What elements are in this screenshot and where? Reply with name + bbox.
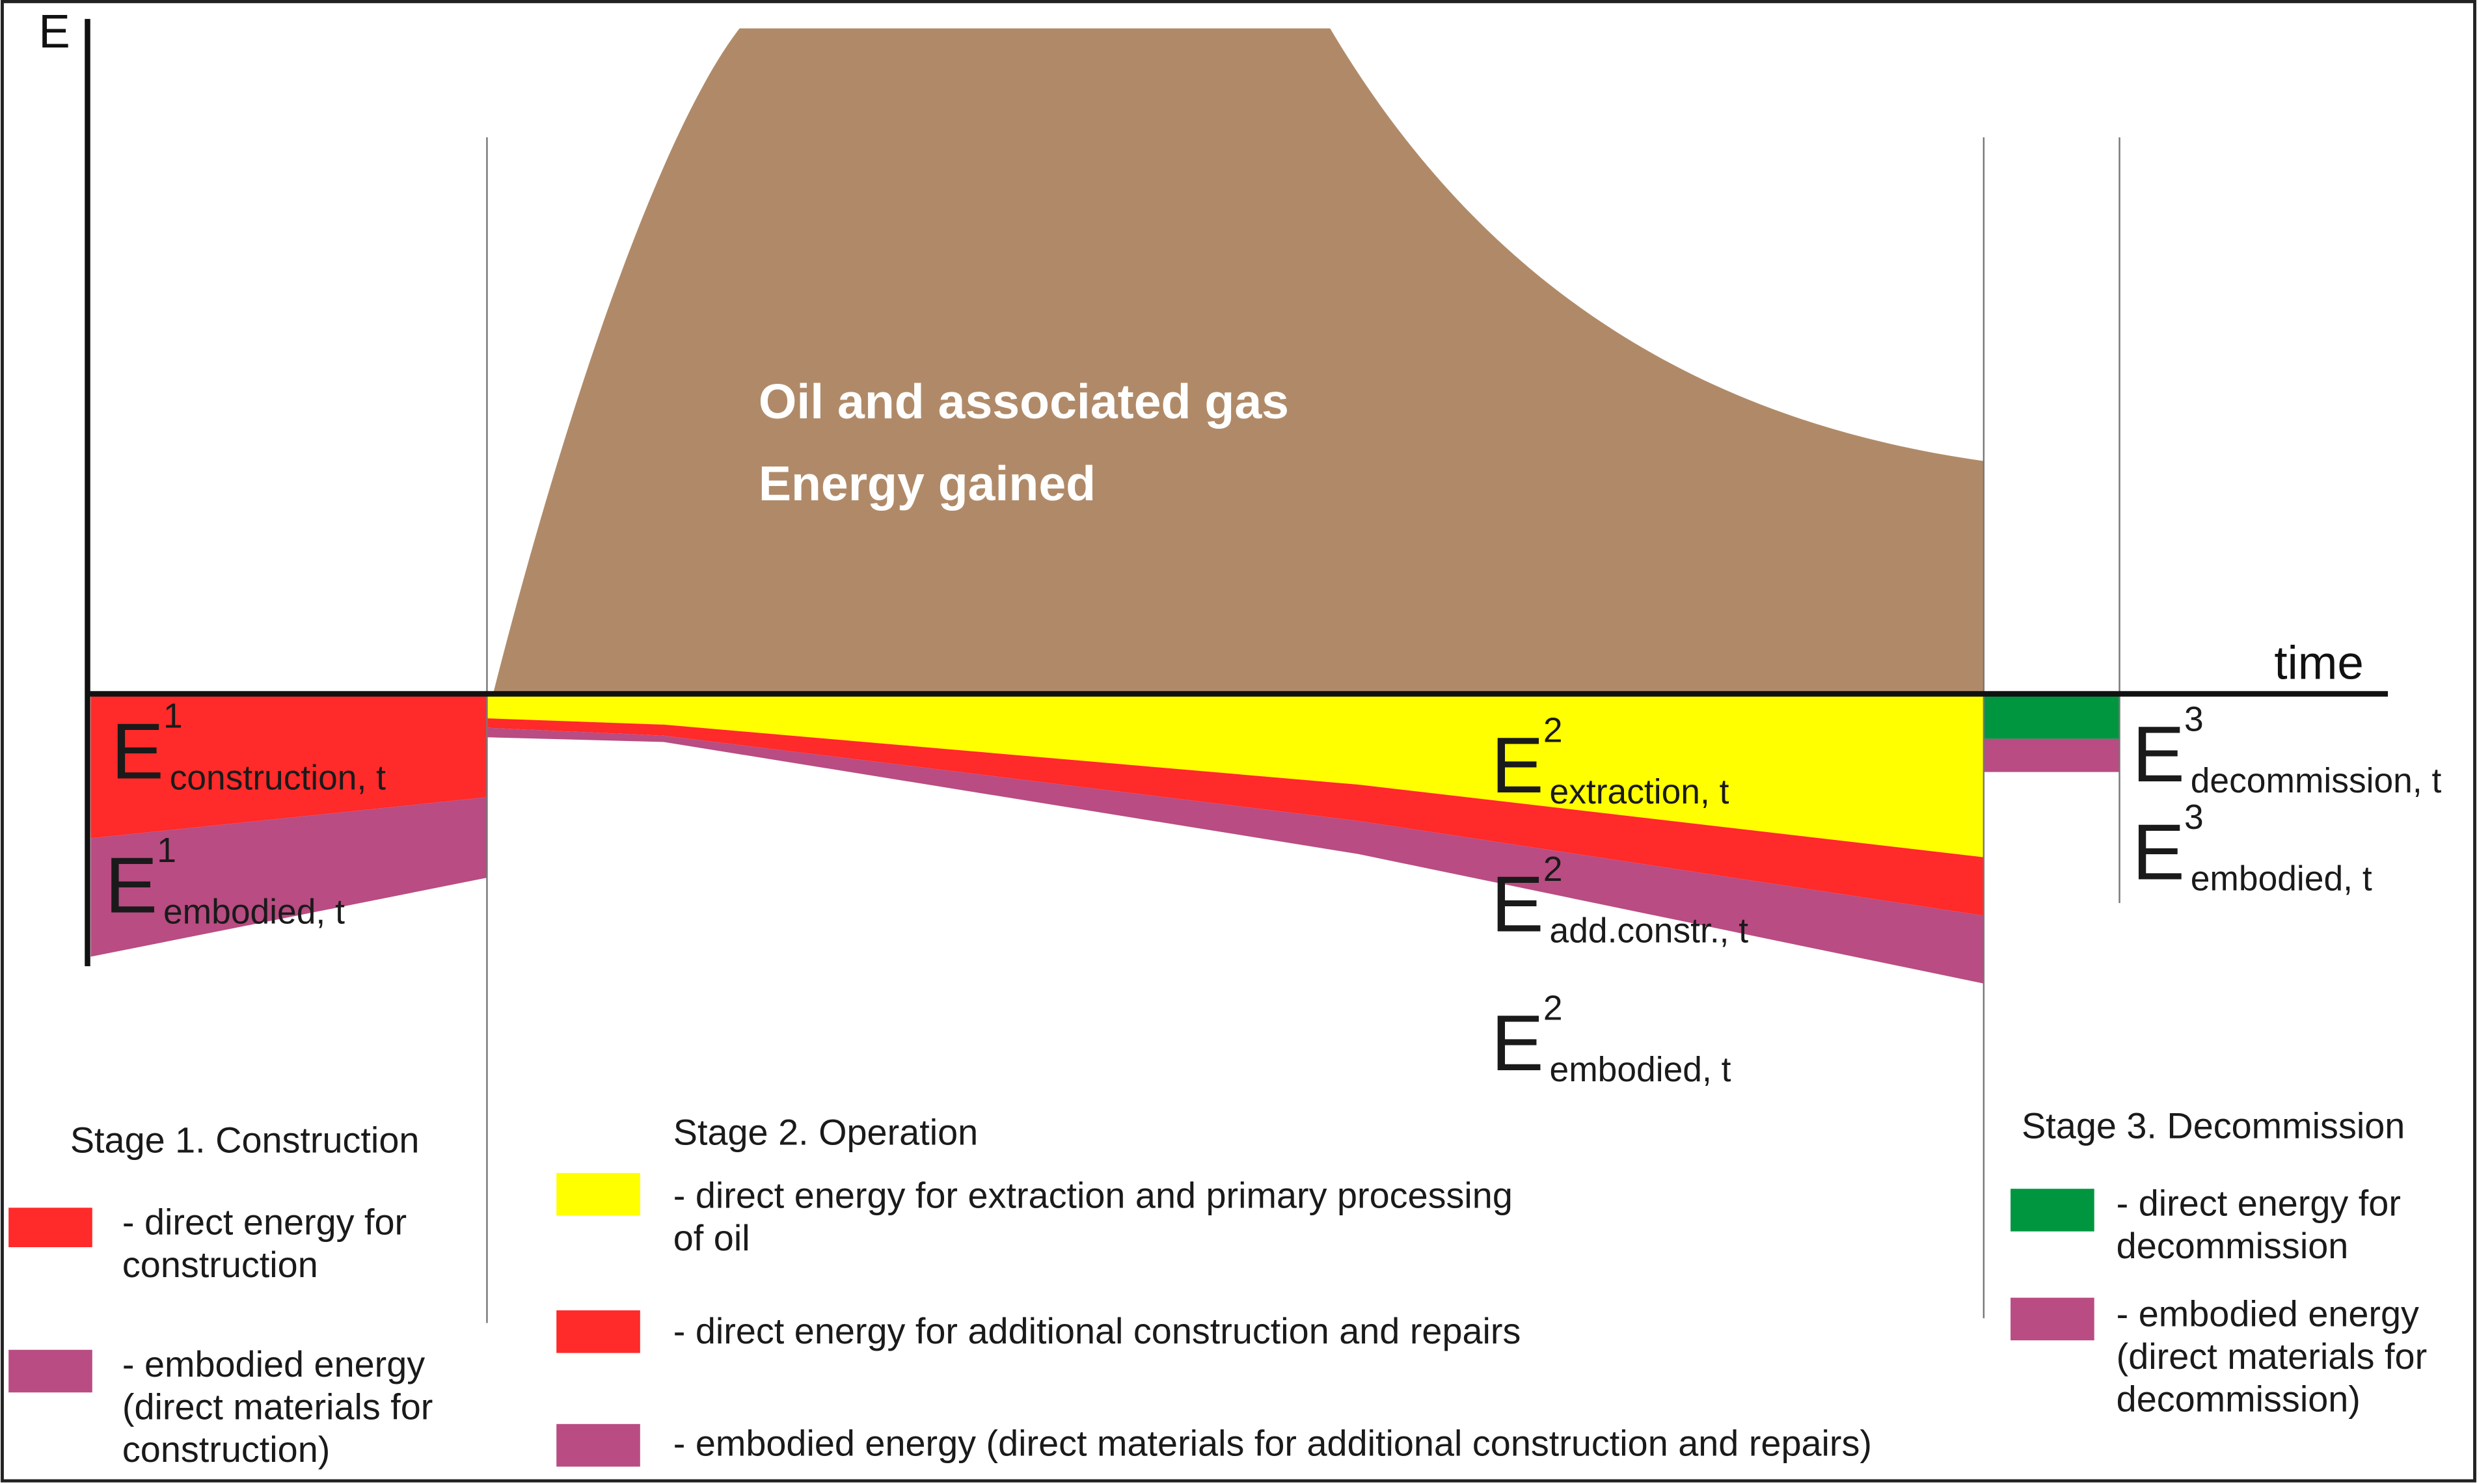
legend-text: - direct energy for <box>122 1202 407 1243</box>
legend-swatch <box>556 1423 640 1467</box>
symbol: E <box>2132 710 2185 798</box>
energy-label: E3 embodied, t <box>2132 798 2372 898</box>
symbol: E <box>1491 860 1544 949</box>
legend-text: of oil <box>673 1217 750 1258</box>
subscript: embodied, t <box>163 893 345 932</box>
energy-label: E1 embodied, t <box>105 831 345 932</box>
energy-label: E2 add.constr., t <box>1491 850 1749 951</box>
symbol: E <box>2132 808 2185 897</box>
legend-text: construction) <box>122 1429 330 1470</box>
energy-label: E1 construction, t <box>111 697 386 798</box>
subscript: extraction, t <box>1550 773 1729 811</box>
subscript: decommission, t <box>2191 762 2442 800</box>
construction-area <box>90 696 487 839</box>
legend-swatch <box>556 1172 640 1216</box>
energy-label: E2 extraction, t <box>1491 712 1729 812</box>
superscript: 1 <box>157 831 176 870</box>
x-axis-label: time <box>2274 636 2363 689</box>
legend-swatch <box>8 1349 92 1393</box>
symbol: E <box>1491 721 1544 809</box>
subscript: embodied, t <box>2191 860 2372 898</box>
legends: Stage 1. Construction - direct energy for… <box>70 1105 2427 1470</box>
superscript: 1 <box>163 697 183 736</box>
subscript: embodied, t <box>1550 1051 1731 1089</box>
legend-swatch <box>2010 1297 2094 1341</box>
stage-title: Stage 2. Operation <box>673 1111 978 1152</box>
superscript: 2 <box>1543 990 1563 1028</box>
energy-label: E2 embodied, t <box>1491 990 1731 1090</box>
superscript: 2 <box>1543 850 1563 889</box>
stage-title: Stage 3. Decommission <box>2022 1105 2405 1146</box>
legend-text: decommission <box>2117 1225 2349 1266</box>
legend-swatch <box>8 1207 92 1248</box>
subscript: add.constr., t <box>1550 912 1749 951</box>
legend-swatch <box>2010 1189 2094 1232</box>
area-title: Energy gained <box>759 456 1096 511</box>
legend-text: (direct materials for <box>122 1386 433 1427</box>
y-axis-label: E <box>38 5 70 58</box>
legend-text: - direct energy for additional construct… <box>673 1310 1521 1351</box>
legend-text: - embodied energy <box>2117 1293 2419 1334</box>
decommission-area <box>1983 696 2120 739</box>
extraction-area <box>487 696 1984 857</box>
symbol: E <box>105 841 157 930</box>
legend-text: - direct energy for extraction and prima… <box>673 1174 1513 1215</box>
legend-text: - embodied energy (direct materials for … <box>673 1422 1872 1463</box>
legend-swatch <box>556 1310 640 1353</box>
symbol: E <box>1491 999 1544 1087</box>
energy-label: E3 decommission, t <box>2132 701 2442 801</box>
embodied-area-1 <box>90 797 487 957</box>
legend-text: - direct energy for <box>2117 1182 2401 1223</box>
symbol: E <box>111 707 164 795</box>
superscript: 2 <box>1543 712 1563 750</box>
stage-title: Stage 1. Construction <box>70 1119 420 1160</box>
legend-text: - embodied energy <box>122 1343 425 1384</box>
legend-text: (direct materials for <box>2117 1336 2428 1377</box>
energy-gained-area <box>493 28 1984 694</box>
legend-text: decommission) <box>2117 1378 2361 1419</box>
area-title: Oil and associated gas <box>759 374 1289 429</box>
superscript: 3 <box>2184 798 2204 837</box>
energy-labels: E1 construction, tE1 embodied, tE2 extracti… <box>105 697 2441 1090</box>
subscript: construction, t <box>170 759 386 797</box>
legend-text: construction <box>122 1244 318 1285</box>
embodied-area-3 <box>1983 738 2120 772</box>
superscript: 3 <box>2184 701 2204 739</box>
